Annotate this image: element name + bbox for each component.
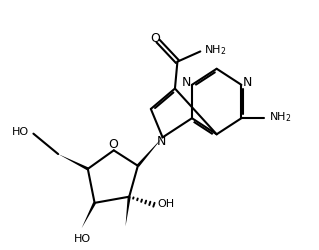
Text: O: O	[108, 138, 118, 151]
Text: HO: HO	[74, 234, 91, 244]
Text: N: N	[157, 134, 166, 147]
Text: NH$_2$: NH$_2$	[269, 110, 292, 124]
Text: OH: OH	[157, 199, 174, 209]
Polygon shape	[58, 154, 88, 170]
Text: NH$_2$: NH$_2$	[204, 43, 226, 57]
Text: O: O	[150, 32, 160, 45]
Text: N: N	[182, 76, 191, 89]
Polygon shape	[125, 196, 131, 226]
Polygon shape	[137, 137, 163, 167]
Text: HO: HO	[12, 127, 29, 137]
Text: N: N	[242, 76, 252, 89]
Polygon shape	[82, 202, 96, 228]
